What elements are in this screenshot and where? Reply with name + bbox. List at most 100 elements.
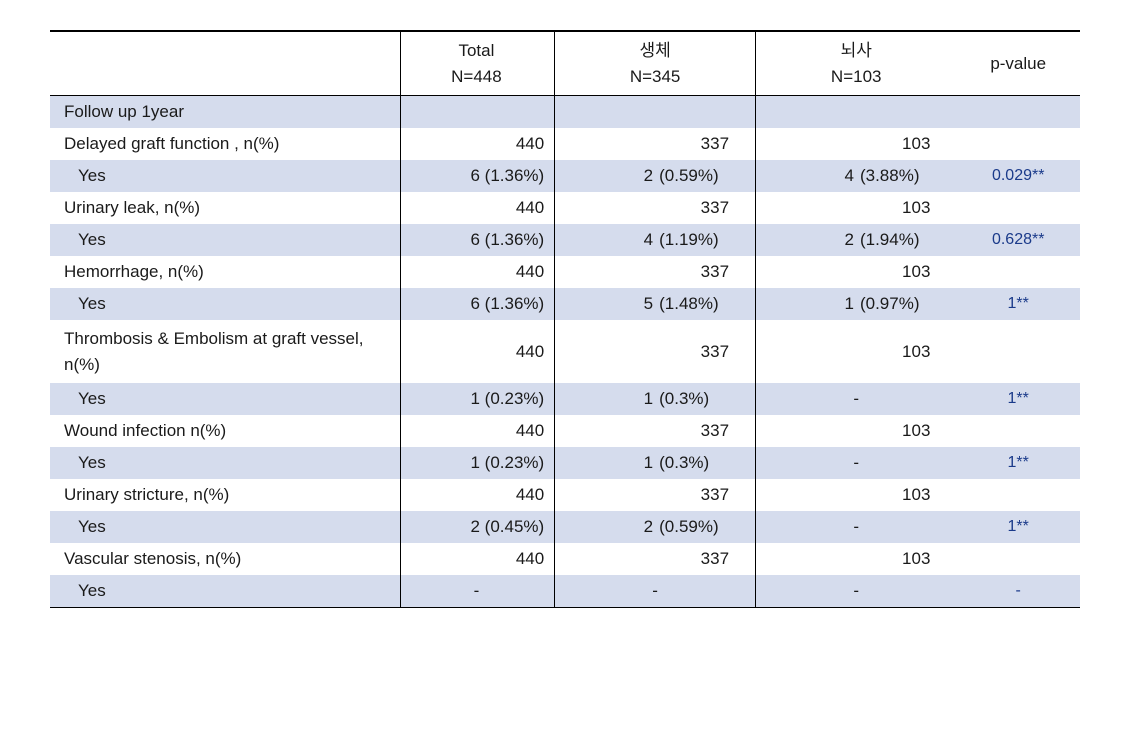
cell-g2: 103 xyxy=(756,543,957,575)
cell-g1: 337 xyxy=(555,128,756,160)
header-pvalue: p-value xyxy=(956,31,1080,96)
cell xyxy=(956,96,1080,129)
cell-g1-p: (0.59%) xyxy=(655,511,755,543)
table-row: Wound infection n(%) 440 337 103 xyxy=(50,415,1080,447)
header-g1-l1: 생체 xyxy=(639,41,670,60)
cell-g1-n: 2 xyxy=(555,511,655,543)
cell-g2: 103 xyxy=(756,256,957,288)
cell xyxy=(655,96,755,129)
cell-g1-n: 1 xyxy=(555,447,655,479)
cell xyxy=(856,96,956,129)
cell-g1-p: (0.3%) xyxy=(655,383,755,415)
table-container: Total N=448 생체 N=345 뇌사 N=103 p-value Fo… xyxy=(50,30,1080,608)
row-label: Wound infection n(%) xyxy=(50,415,400,447)
cell-g1-n: 5 xyxy=(555,288,655,320)
cell-g1-p: (1.19%) xyxy=(655,224,755,256)
row-label: Yes xyxy=(50,575,400,608)
cell-g1-p: (1.48%) xyxy=(655,288,755,320)
cell-g2-p: (3.88%) xyxy=(856,160,956,192)
cell-g1: - xyxy=(555,575,756,608)
cell-pval xyxy=(956,128,1080,160)
cell-total: 440 xyxy=(400,256,555,288)
cell-total: 6 (1.36%) xyxy=(400,160,555,192)
table-header: Total N=448 생체 N=345 뇌사 N=103 p-value xyxy=(50,31,1080,96)
row-label: Yes xyxy=(50,447,400,479)
table-row: Yes - - - - xyxy=(50,575,1080,608)
header-row: Total N=448 생체 N=345 뇌사 N=103 p-value xyxy=(50,31,1080,96)
cell-pval xyxy=(956,479,1080,511)
header-group2: 뇌사 N=103 xyxy=(756,31,957,96)
cell-pval: 1** xyxy=(956,383,1080,415)
cell xyxy=(555,96,655,129)
cell-total: 440 xyxy=(400,415,555,447)
cell-g2: 103 xyxy=(756,415,957,447)
cell-g2: 103 xyxy=(756,479,957,511)
cell-g2: - xyxy=(756,575,957,608)
cell-pval: 1** xyxy=(956,288,1080,320)
table-row: Yes 2 (0.45%) 2 (0.59%) - 1** xyxy=(50,511,1080,543)
cell-g2: - xyxy=(756,447,957,479)
cell-g1: 337 xyxy=(555,543,756,575)
cell-g1: 337 xyxy=(555,320,756,383)
cell-g2-p: (1.94%) xyxy=(856,224,956,256)
header-group1: 생체 N=345 xyxy=(555,31,756,96)
row-label: Follow up 1year xyxy=(50,96,400,129)
row-label: Yes xyxy=(50,224,400,256)
cell-g2-n: 4 xyxy=(756,160,856,192)
cell xyxy=(756,96,856,129)
cell-pval xyxy=(956,543,1080,575)
cell-total: 440 xyxy=(400,543,555,575)
cell-pval xyxy=(956,256,1080,288)
cell-total: - xyxy=(400,575,555,608)
cell-total: 6 (1.36%) xyxy=(400,224,555,256)
row-label: Urinary stricture, n(%) xyxy=(50,479,400,511)
cell-g2-p: (0.97%) xyxy=(856,288,956,320)
row-label: Yes xyxy=(50,511,400,543)
cell-g2: 103 xyxy=(756,192,957,224)
cell-pval: 0.029** xyxy=(956,160,1080,192)
cell-g1-n: 4 xyxy=(555,224,655,256)
cell-total: 2 (0.45%) xyxy=(400,511,555,543)
table-body: Follow up 1year Delayed graft function ,… xyxy=(50,96,1080,608)
cell-pval xyxy=(956,415,1080,447)
cell-g1-n: 2 xyxy=(555,160,655,192)
table-row: Thrombosis & Embolism at graft vessel, n… xyxy=(50,320,1080,383)
cell-g1-p: (0.59%) xyxy=(655,160,755,192)
cell-total: 440 xyxy=(400,128,555,160)
cell-g1: 337 xyxy=(555,192,756,224)
cell-g2-n: 2 xyxy=(756,224,856,256)
cell-total: 1 (0.23%) xyxy=(400,383,555,415)
row-label: Hemorrhage, n(%) xyxy=(50,256,400,288)
cell-g2: - xyxy=(756,511,957,543)
row-label: Thrombosis & Embolism at graft vessel, n… xyxy=(50,320,400,383)
cell-pval: - xyxy=(956,575,1080,608)
table-row: Yes 6 (1.36%) 4 (1.19%) 2 (1.94%) 0.628*… xyxy=(50,224,1080,256)
cell-g2-n: 1 xyxy=(756,288,856,320)
cell-g1-n: 1 xyxy=(555,383,655,415)
row-label: Delayed graft function , n(%) xyxy=(50,128,400,160)
row-label: Vascular stenosis, n(%) xyxy=(50,543,400,575)
table-row: Yes 6 (1.36%) 2 (0.59%) 4 (3.88%) 0.029*… xyxy=(50,160,1080,192)
table-row: Vascular stenosis, n(%) 440 337 103 xyxy=(50,543,1080,575)
header-g1-l2: N=345 xyxy=(630,67,681,86)
cell-g1: 337 xyxy=(555,415,756,447)
header-g2-l1: 뇌사 xyxy=(841,41,872,60)
cell-total: 440 xyxy=(400,479,555,511)
row-label: Yes xyxy=(50,160,400,192)
cell-total: 1 (0.23%) xyxy=(400,447,555,479)
cell-total: 440 xyxy=(400,192,555,224)
header-total: Total N=448 xyxy=(400,31,555,96)
cell-pval: 0.628** xyxy=(956,224,1080,256)
header-g2-l2: N=103 xyxy=(831,67,882,86)
table-row: Yes 6 (1.36%) 5 (1.48%) 1 (0.97%) 1** xyxy=(50,288,1080,320)
cell xyxy=(400,96,555,129)
cell-g1: 337 xyxy=(555,256,756,288)
row-label: Yes xyxy=(50,383,400,415)
cell-g1: 337 xyxy=(555,479,756,511)
data-table: Total N=448 생체 N=345 뇌사 N=103 p-value Fo… xyxy=(50,30,1080,608)
row-label: Yes xyxy=(50,288,400,320)
header-total-l2: N=448 xyxy=(451,67,502,86)
cell-g1-p: (0.3%) xyxy=(655,447,755,479)
header-total-l1: Total xyxy=(458,41,494,60)
table-row: Yes 1 (0.23%) 1 (0.3%) - 1** xyxy=(50,383,1080,415)
